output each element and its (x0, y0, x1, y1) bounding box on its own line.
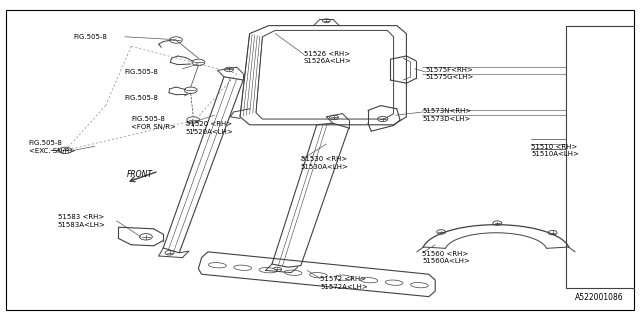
Ellipse shape (410, 283, 428, 288)
Ellipse shape (385, 280, 403, 285)
Ellipse shape (335, 275, 353, 280)
Text: FIG.505-8
<EXC. SN/R>: FIG.505-8 <EXC. SN/R> (29, 140, 75, 154)
Text: 51583 <RH>
51583A<LH>: 51583 <RH> 51583A<LH> (58, 214, 106, 228)
Ellipse shape (310, 273, 327, 278)
Text: FIG.505-8: FIG.505-8 (125, 95, 159, 100)
Ellipse shape (209, 263, 227, 268)
Ellipse shape (284, 270, 302, 275)
Text: 51530 <RH>
51530A<LH>: 51530 <RH> 51530A<LH> (301, 156, 349, 170)
Text: 51520 <RH>
51520A<LH>: 51520 <RH> 51520A<LH> (186, 121, 234, 135)
Text: FRONT: FRONT (127, 170, 152, 179)
Text: 51526 <RH>
S1526A<LH>: 51526 <RH> S1526A<LH> (304, 51, 352, 64)
Text: 51572 <RH>
51572A<LH>: 51572 <RH> 51572A<LH> (320, 276, 368, 290)
Ellipse shape (360, 277, 378, 283)
Text: 51573N<RH>
51573D<LH>: 51573N<RH> 51573D<LH> (422, 108, 472, 122)
Text: FIG.505-8
<FOR SN/R>: FIG.505-8 <FOR SN/R> (131, 116, 176, 130)
Text: 51575F<RH>
51575G<LH>: 51575F<RH> 51575G<LH> (426, 67, 474, 80)
Text: FIG.505-8: FIG.505-8 (74, 34, 108, 40)
Ellipse shape (259, 268, 276, 273)
Ellipse shape (234, 265, 252, 270)
Text: 51510 <RH>
51510A<LH>: 51510 <RH> 51510A<LH> (531, 144, 579, 157)
Text: 51560 <RH>
51560A<LH>: 51560 <RH> 51560A<LH> (422, 251, 470, 264)
Text: A522001086: A522001086 (575, 293, 624, 302)
Text: FIG.505-8: FIG.505-8 (125, 69, 159, 75)
